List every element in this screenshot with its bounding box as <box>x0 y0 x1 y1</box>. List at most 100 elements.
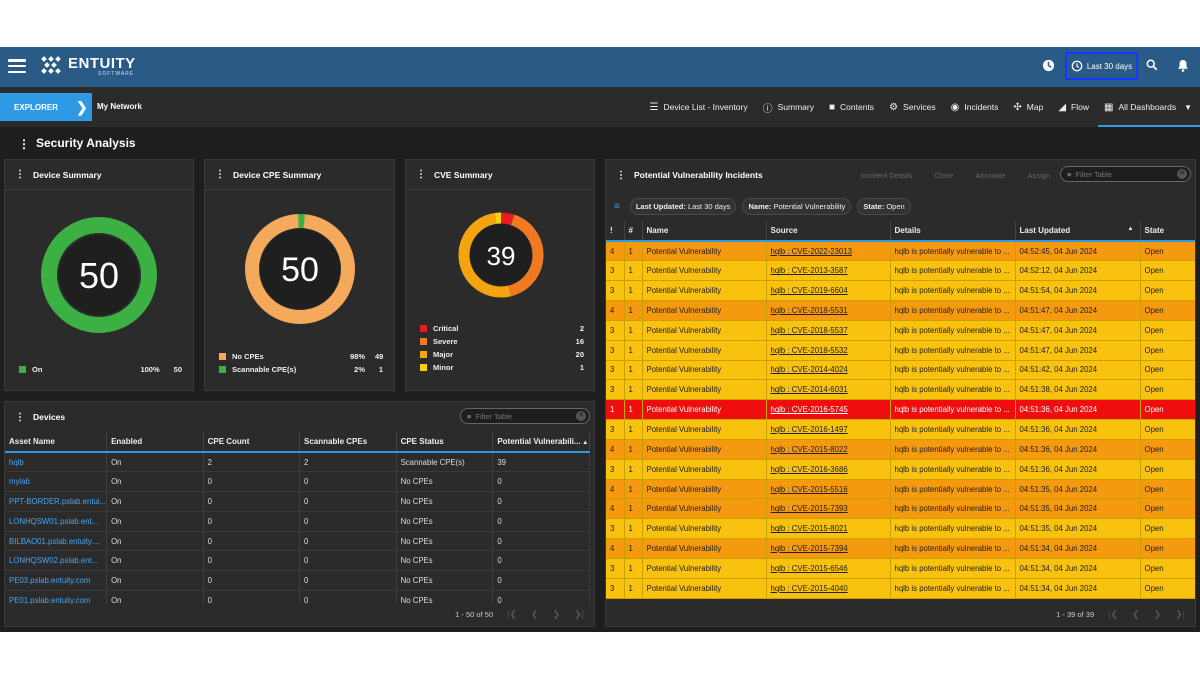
filter-chip[interactable]: State: Open <box>857 198 911 215</box>
source-link[interactable]: hqlb : CVE-2018-5537 <box>766 320 891 341</box>
source-link[interactable]: hqlb : CVE-2015-8022 <box>766 439 891 460</box>
asset-name-link[interactable]: BILBAO01.pslab.entuity.... <box>5 531 108 552</box>
filter-chip[interactable]: Last Updated: Last 30 days <box>629 198 737 215</box>
last-page-icon[interactable]: ❯| <box>1175 609 1185 619</box>
incident-row[interactable]: 4 1 Potential Vulnerability hqlb : CVE-2018… <box>606 300 1195 321</box>
source-link[interactable]: hqlb : CVE-2018-5531 <box>766 300 891 321</box>
explorer-button[interactable]: EXPLORER ❯ <box>0 93 92 121</box>
kebab-menu-icon[interactable]: ⋮ <box>18 137 30 151</box>
prev-page-icon[interactable]: ❮ <box>1132 609 1140 619</box>
last-page-icon[interactable]: ❯| <box>574 609 584 619</box>
column-header[interactable]: State <box>1140 221 1195 242</box>
column-header[interactable]: Source <box>766 221 891 242</box>
column-header[interactable]: CPE Count <box>203 432 301 453</box>
incident-row[interactable]: 3 1 Potential Vulnerability hqlb : CVE-2018… <box>606 320 1195 341</box>
nav-map[interactable]: ✣ Map <box>1013 87 1043 127</box>
incident-row[interactable]: 3 1 Potential Vulnerability hqlb : CVE-2013… <box>606 260 1195 282</box>
source-link[interactable]: hqlb : CVE-2015-5516 <box>766 479 891 500</box>
nav-incidents[interactable]: ◉ Incidents <box>951 87 999 127</box>
column-header[interactable]: Scannable CPEs <box>299 432 397 453</box>
table-row[interactable]: hqlb On 2 2 Scannable CPE(s) 39 <box>5 452 590 473</box>
asset-name-link[interactable]: PE01.pslab.entuity.com <box>5 590 108 604</box>
kebab-menu-icon[interactable]: ⋮ <box>616 169 626 181</box>
incident-row[interactable]: 3 1 Potential Vulnerability hqlb : CVE-2015… <box>606 558 1195 579</box>
nav-flow[interactable]: ◢ Flow <box>1058 87 1089 127</box>
source-link[interactable]: hqlb : CVE-2014-4024 <box>766 360 891 381</box>
table-row[interactable]: PE01.pslab.entuity.com On 0 0 No CPEs 0 <box>5 590 590 604</box>
kebab-menu-icon[interactable]: ⋮ <box>15 169 25 180</box>
asset-name-link[interactable]: LONHQSW02.pslab.ent... <box>5 550 108 572</box>
clear-icon[interactable]: ✕ <box>1177 169 1187 179</box>
next-page-icon[interactable]: ❯ <box>552 609 561 619</box>
incident-row[interactable]: 4 1 Potential Vulnerability hqlb : CVE-2015… <box>606 439 1195 460</box>
incident-details-button[interactable]: Incident Details <box>861 171 913 180</box>
incident-row[interactable]: 3 1 Potential Vulnerability hqlb : CVE-2015… <box>606 518 1195 540</box>
source-link[interactable]: hqlb : CVE-2015-8021 <box>766 518 891 540</box>
sort-asc-icon[interactable]: ▲ <box>1127 226 1134 232</box>
table-row[interactable]: mylab On 0 0 No CPEs 0 <box>5 471 590 493</box>
column-header[interactable]: Details <box>890 221 1016 242</box>
asset-name-link[interactable]: hqlb <box>5 452 108 473</box>
breadcrumb-my-network[interactable]: My Network <box>97 102 142 111</box>
clear-icon[interactable]: ✕ <box>576 411 586 421</box>
kebab-menu-icon[interactable]: ⋮ <box>15 411 25 423</box>
asset-name-link[interactable]: PE03.pslab.entuity.com <box>5 570 108 592</box>
devices-filter-input[interactable]: ≡ Filter Table ✕ <box>460 408 590 424</box>
source-link[interactable]: hqlb : CVE-2015-4040 <box>766 578 891 599</box>
nav-summary[interactable]: ⓘ Summary <box>763 87 814 127</box>
assign-button[interactable]: Assign <box>1027 171 1051 180</box>
source-link[interactable]: hqlb : CVE-2014-6031 <box>766 379 891 401</box>
source-link[interactable]: hqlb : CVE-2016-1497 <box>766 419 891 440</box>
kebab-menu-icon[interactable]: ⋮ <box>215 169 225 180</box>
nav-all-dashboards[interactable]: ▦ All Dashboards ▼ <box>1097 87 1200 127</box>
incident-row[interactable]: 4 1 Potential Vulnerability hqlb : CVE-2015… <box>606 479 1195 500</box>
column-header[interactable]: Last Updated ▲ <box>1015 221 1141 242</box>
asset-name-link[interactable]: mylab <box>5 471 108 493</box>
column-header[interactable]: Asset Name <box>5 432 108 453</box>
incident-row[interactable]: 3 1 Potential Vulnerability hqlb : CVE-2015… <box>606 578 1195 599</box>
history-icon[interactable] <box>1042 59 1055 75</box>
incident-row[interactable]: 4 1 Potential Vulnerability hqlb : CVE-2015… <box>606 538 1195 559</box>
incident-row[interactable]: 3 1 Potential Vulnerability hqlb : CVE-2014… <box>606 379 1195 401</box>
time-range-button[interactable]: Last 30 days <box>1065 52 1138 80</box>
asset-name-link[interactable]: LONHQSW01.pslab.ent... <box>5 511 108 532</box>
source-link[interactable]: hqlb : CVE-2019-6604 <box>766 280 891 302</box>
incident-row[interactable]: 3 1 Potential Vulnerability hqlb : CVE-2018… <box>606 340 1195 361</box>
asset-name-link[interactable]: PPT-BORDER.pslab.entui... <box>5 491 108 512</box>
column-header[interactable]: Name <box>642 221 767 242</box>
annotate-button[interactable]: Annotate <box>975 171 1006 180</box>
bell-icon[interactable] <box>1177 59 1189 75</box>
pvi-filter-input[interactable]: ≡ Filter Table ✕ <box>1060 166 1191 182</box>
nav-services[interactable]: ⚙ Services <box>889 87 936 127</box>
source-link[interactable]: hqlb : CVE-2022-23013 <box>766 241 891 262</box>
source-link[interactable]: hqlb : CVE-2016-3686 <box>766 459 891 480</box>
incident-row[interactable]: 4 1 Potential Vulnerability hqlb : CVE-2022… <box>606 241 1195 262</box>
incident-row[interactable]: 3 1 Potential Vulnerability hqlb : CVE-2016… <box>606 419 1195 440</box>
column-header[interactable]: CPE Status <box>396 432 494 453</box>
search-icon[interactable] <box>1146 59 1158 74</box>
column-header[interactable]: Enabled <box>106 432 204 453</box>
filter-funnel-icon[interactable]: ≡ <box>614 201 620 212</box>
sort-asc-icon[interactable]: ▲ <box>580 440 589 446</box>
close-button[interactable]: Close <box>934 171 954 180</box>
table-row[interactable]: LONHQSW02.pslab.ent... On 0 0 No CPEs 0 <box>5 550 590 572</box>
table-row[interactable]: BILBAO01.pslab.entuity.... On 0 0 No CPEs 0 <box>5 531 590 552</box>
incident-row[interactable]: 3 1 Potential Vulnerability hqlb : CVE-2014… <box>606 360 1195 381</box>
table-row[interactable]: PE03.pslab.entuity.com On 0 0 No CPEs 0 <box>5 570 590 592</box>
incident-row[interactable]: 3 1 Potential Vulnerability hqlb : CVE-2019… <box>606 280 1195 302</box>
table-row[interactable]: LONHQSW01.pslab.ent... On 0 0 No CPEs 0 <box>5 511 590 532</box>
nav-device-list[interactable]: ☰ Device List - Inventory <box>650 87 748 127</box>
first-page-icon[interactable]: |❮ <box>1108 609 1119 619</box>
first-page-icon[interactable]: |❮ <box>507 609 518 619</box>
source-link[interactable]: hqlb : CVE-2015-7394 <box>766 538 891 559</box>
incident-row[interactable]: 1 1 Potential Vulnerability hqlb : CVE-2016… <box>606 399 1195 421</box>
incident-row[interactable]: 3 1 Potential Vulnerability hqlb : CVE-2016… <box>606 459 1195 480</box>
column-header[interactable]: ! <box>606 221 625 242</box>
column-header[interactable]: Potential Vulnerabili... ▲ <box>492 432 590 453</box>
source-link[interactable]: hqlb : CVE-2016-5745 <box>766 399 891 421</box>
next-page-icon[interactable]: ❯ <box>1153 609 1162 619</box>
source-link[interactable]: hqlb : CVE-2018-5532 <box>766 340 891 361</box>
source-link[interactable]: hqlb : CVE-2015-7393 <box>766 498 891 520</box>
table-row[interactable]: PPT-BORDER.pslab.entui... On 0 0 No CPEs 0 <box>5 491 590 512</box>
prev-page-icon[interactable]: ❮ <box>531 609 539 619</box>
